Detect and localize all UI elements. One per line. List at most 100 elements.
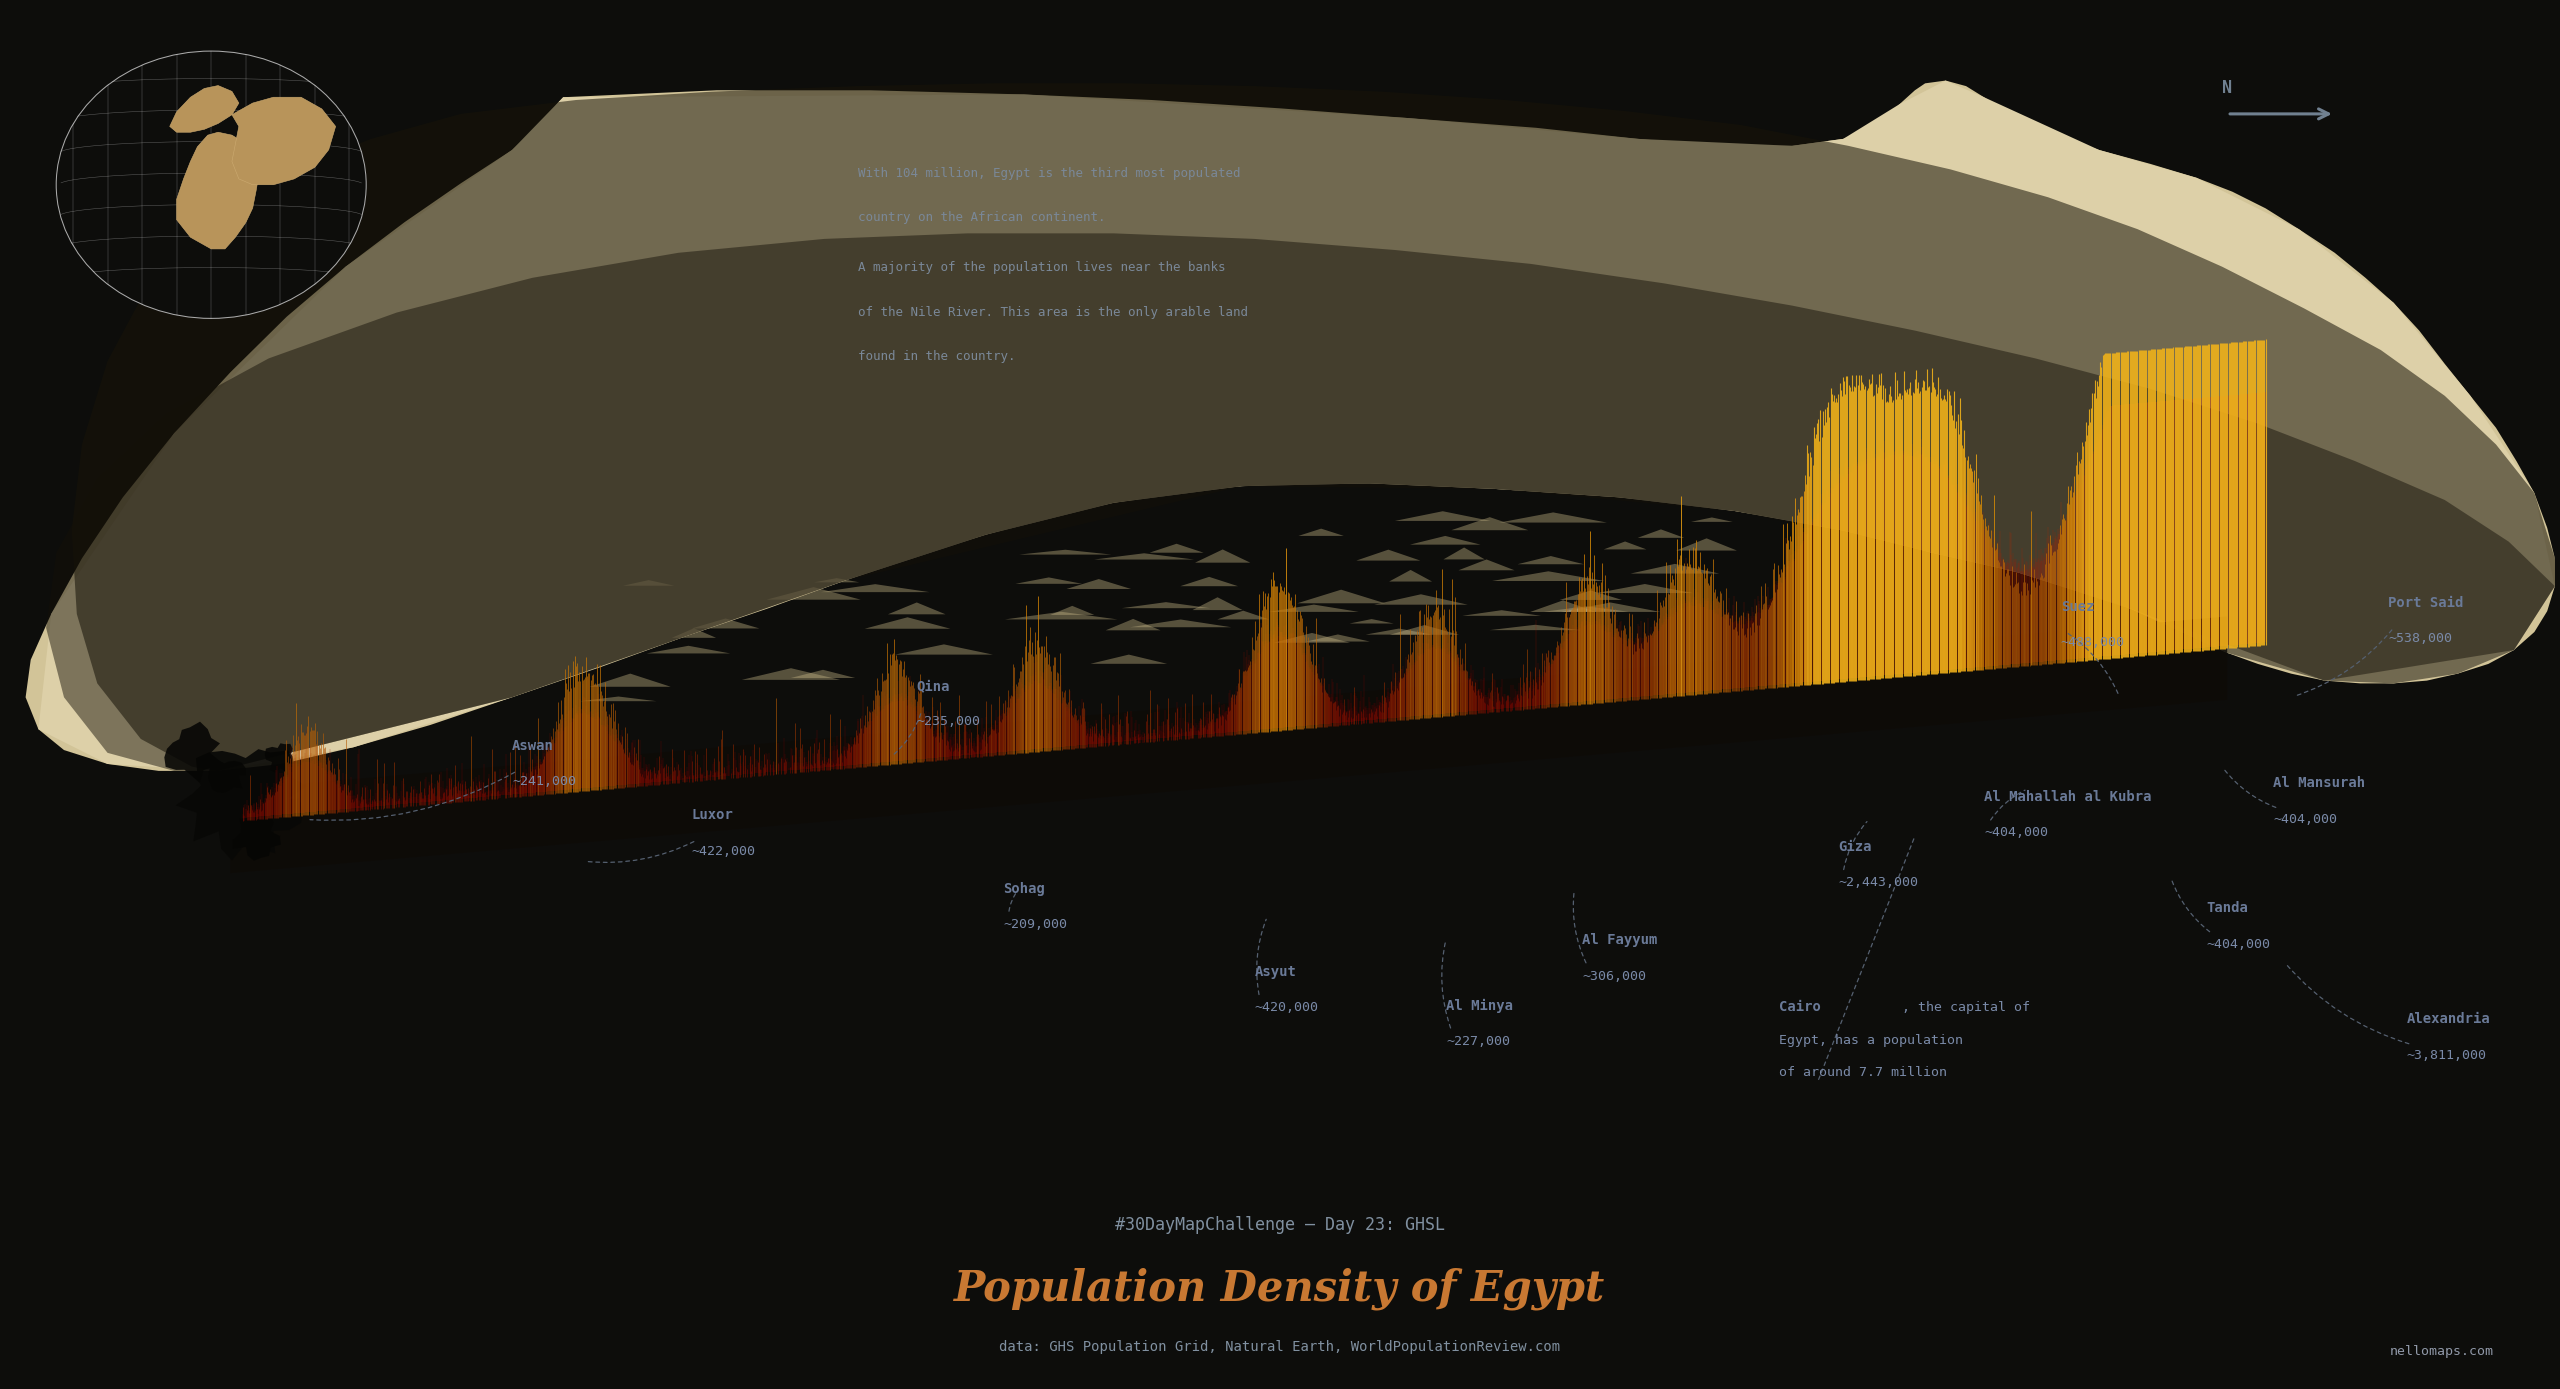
Polygon shape: [822, 585, 929, 592]
Polygon shape: [1631, 564, 1720, 574]
Text: Asyut: Asyut: [1254, 965, 1295, 979]
Polygon shape: [233, 815, 282, 861]
Text: ~404,000: ~404,000: [2273, 813, 2337, 825]
Polygon shape: [1068, 579, 1132, 589]
Text: Luxor: Luxor: [691, 808, 732, 822]
Polygon shape: [1531, 600, 1595, 613]
Polygon shape: [765, 588, 860, 600]
Polygon shape: [169, 86, 238, 132]
Polygon shape: [791, 669, 855, 678]
Text: Cairo: Cairo: [1779, 1000, 1820, 1014]
Polygon shape: [1121, 603, 1211, 608]
Polygon shape: [1492, 571, 1605, 581]
Polygon shape: [814, 578, 860, 582]
Text: Tanda: Tanda: [2207, 901, 2248, 915]
Polygon shape: [26, 81, 2555, 771]
Text: N: N: [2222, 79, 2232, 97]
Text: ~227,000: ~227,000: [1446, 1035, 1510, 1047]
Text: Giza: Giza: [1838, 840, 1871, 854]
Polygon shape: [38, 81, 2555, 771]
Polygon shape: [1006, 611, 1119, 619]
Polygon shape: [177, 749, 307, 861]
Text: Sohag: Sohag: [1004, 882, 1044, 896]
Polygon shape: [1298, 529, 1344, 536]
Polygon shape: [1106, 619, 1160, 631]
Text: ~209,000: ~209,000: [1004, 918, 1068, 931]
Text: ~404,000: ~404,000: [1984, 826, 2048, 839]
Polygon shape: [1019, 550, 1111, 554]
Polygon shape: [1677, 539, 1736, 550]
Polygon shape: [589, 674, 671, 686]
Polygon shape: [1050, 606, 1093, 615]
Polygon shape: [1349, 619, 1393, 624]
Polygon shape: [1129, 619, 1231, 628]
Polygon shape: [888, 603, 945, 614]
Text: ~235,000: ~235,000: [916, 715, 980, 728]
Text: nellomaps.com: nellomaps.com: [2388, 1346, 2493, 1358]
Polygon shape: [1364, 629, 1431, 635]
Polygon shape: [230, 617, 2227, 874]
Text: of the Nile River. This area is the only arable land: of the Nile River. This area is the only…: [858, 306, 1247, 318]
Text: , the capital of: , the capital of: [1902, 1001, 2030, 1014]
Text: Al Fayyum: Al Fayyum: [1582, 933, 1656, 947]
Polygon shape: [1544, 607, 1628, 611]
Polygon shape: [46, 233, 2555, 771]
Text: ~2,443,000: ~2,443,000: [1838, 876, 1917, 889]
Text: ~3,811,000: ~3,811,000: [2406, 1049, 2486, 1061]
Polygon shape: [1459, 560, 1516, 571]
Polygon shape: [1149, 543, 1203, 553]
Text: Al Mansurah: Al Mansurah: [2273, 776, 2365, 790]
Text: found in the country.: found in the country.: [858, 350, 1016, 363]
Polygon shape: [1275, 633, 1349, 643]
Polygon shape: [1306, 635, 1370, 642]
Polygon shape: [1219, 611, 1270, 619]
Polygon shape: [691, 618, 760, 628]
Text: Qina: Qina: [916, 679, 950, 693]
Text: country on the African continent.: country on the African continent.: [858, 211, 1106, 224]
Polygon shape: [1180, 576, 1239, 586]
Polygon shape: [1298, 590, 1385, 603]
Text: data: GHS Population Grid, Natural Earth, WorldPopulationReview.com: data: GHS Population Grid, Natural Earth…: [998, 1340, 1562, 1354]
Polygon shape: [177, 132, 259, 249]
Text: #30DayMapChallenge – Day 23: GHSL: #30DayMapChallenge – Day 23: GHSL: [1116, 1217, 1444, 1233]
Polygon shape: [1390, 625, 1459, 635]
Text: With 104 million, Egypt is the third most populated: With 104 million, Egypt is the third mos…: [858, 167, 1239, 179]
Polygon shape: [72, 83, 2555, 771]
Polygon shape: [896, 644, 993, 654]
Text: ~488,000: ~488,000: [2061, 636, 2125, 649]
Text: ~420,000: ~420,000: [1254, 1001, 1318, 1014]
Text: Suez: Suez: [2061, 600, 2094, 614]
Polygon shape: [1562, 603, 1661, 613]
Polygon shape: [1016, 578, 1083, 583]
Polygon shape: [581, 696, 655, 701]
Polygon shape: [1357, 550, 1421, 561]
Polygon shape: [1692, 518, 1733, 522]
Polygon shape: [207, 760, 246, 793]
Polygon shape: [1603, 542, 1646, 550]
Text: Port Said: Port Said: [2388, 596, 2463, 610]
Polygon shape: [1390, 569, 1431, 582]
Polygon shape: [1559, 590, 1623, 600]
Text: A majority of the population lives near the banks: A majority of the population lives near …: [858, 261, 1226, 274]
Polygon shape: [1444, 547, 1485, 560]
Polygon shape: [1196, 550, 1249, 563]
Polygon shape: [1411, 536, 1480, 544]
Polygon shape: [1500, 513, 1608, 522]
Text: ~422,000: ~422,000: [691, 845, 755, 857]
Polygon shape: [1597, 583, 1692, 593]
Text: Alexandria: Alexandria: [2406, 1013, 2491, 1026]
Polygon shape: [742, 668, 840, 679]
Polygon shape: [648, 646, 730, 653]
Polygon shape: [1091, 654, 1167, 664]
Polygon shape: [1490, 625, 1580, 631]
Polygon shape: [1193, 597, 1242, 610]
Text: Al Mahallah al Kubra: Al Mahallah al Kubra: [1984, 790, 2150, 804]
Polygon shape: [1270, 604, 1359, 613]
Ellipse shape: [56, 50, 366, 319]
Text: Population Density of Egypt: Population Density of Egypt: [955, 1268, 1605, 1310]
Text: Al Minya: Al Minya: [1446, 999, 1513, 1013]
Polygon shape: [233, 97, 335, 185]
Text: Egypt, has a population: Egypt, has a population: [1779, 1035, 1964, 1047]
Polygon shape: [1093, 553, 1193, 560]
Text: Aswan: Aswan: [512, 739, 553, 753]
